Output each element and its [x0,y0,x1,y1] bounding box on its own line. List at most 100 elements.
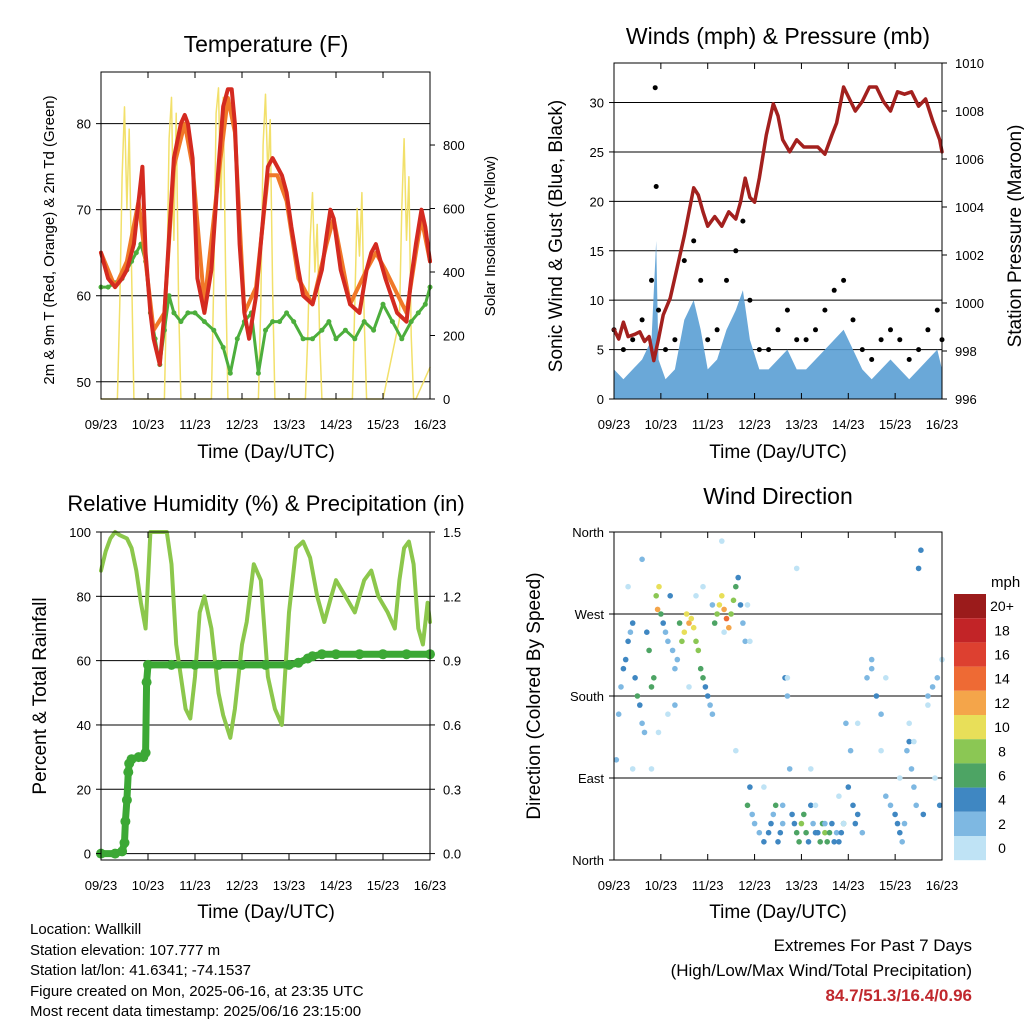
direction-point [714,611,720,617]
direction-point [868,665,875,672]
temperature-left-axis-label: 2m & 9m T (Red, Orange) & 2m Td (Green) [41,95,58,384]
legend-label: 10 [994,719,1010,735]
precip-point [123,767,134,778]
direction-point [777,829,784,836]
direction-point [700,675,706,681]
legend-swatch [954,763,986,788]
temperature-x-axis-label: Time (Day/UTC) [197,442,335,463]
direction-point [904,747,910,754]
y2-tick-label: 0.9 [443,654,461,669]
gust-point [775,327,781,333]
direction-point [868,656,875,663]
y-tick-label: North [572,853,604,868]
direction-point [789,811,795,818]
y-tick-label: 0 [597,392,604,407]
direction-point [784,675,791,681]
direction-point [761,839,767,845]
y2-tick-label: 0.0 [443,847,461,862]
direction-point [864,675,870,681]
gust-point [925,327,931,333]
direction-point [836,839,842,845]
x-tick-label: 15/23 [879,878,912,893]
x-tick-label: 13/23 [273,878,306,893]
x-tick-label: 16/23 [926,878,959,893]
x-tick-label: 09/23 [598,417,631,432]
winds-right-axis-label: Station Pressure (Maroon) [1005,125,1024,348]
direction-point [744,602,751,608]
direction-point [733,747,739,754]
direction-point [894,820,901,827]
direction-point [690,624,697,631]
direction-point [822,829,828,836]
direction-point [665,638,671,645]
direction-point [639,720,645,727]
pressure-series-line [612,85,944,363]
direction-point [897,775,903,781]
y-tick-label: 70 [77,203,91,218]
dewpoint-point [422,301,428,307]
direction-point [744,802,751,809]
dewpoint-point [284,310,290,316]
dewpoint-point [192,310,198,316]
precip-point [316,649,327,660]
direction-point [737,602,744,608]
gust-point [869,357,875,362]
direction-point [704,693,711,699]
gust-point [620,347,626,353]
x-tick-label: 12/23 [226,417,259,432]
winds-left-axis-label: Sonic Wind & Gust (Blue, Black) [546,100,567,372]
extremes-heading: Extremes For Past 7 Days [773,936,972,955]
direction-point [822,820,828,827]
y2-tick-label: 996 [955,392,977,407]
direction-point [918,547,924,553]
legend-label: 6 [998,768,1006,784]
extremes-subheading: (High/Low/Max Wind/Total Precipitation) [670,961,972,980]
x-tick-label: 13/23 [785,878,818,893]
y-tick-label: East [578,771,604,786]
direction-point [653,593,659,599]
direction-point [742,638,748,645]
dewpoint-point [171,310,177,316]
legend-swatch [954,739,986,764]
precip-point [401,649,412,660]
direction-point [672,665,678,672]
gust-point [672,337,678,343]
gust-point [733,248,739,254]
dewpoint-point [105,284,111,290]
station-elevation: Station elevation: 107.777 m [30,941,221,959]
gust-point [698,277,704,283]
precip-point [307,651,318,662]
temperature-title: Temperature (F) [184,31,349,57]
x-tick-label: 15/23 [367,878,400,893]
direction-point [850,802,856,809]
y2-tick-label: 998 [955,344,977,359]
direction-point [770,811,777,818]
direction-point [775,839,781,845]
dewpoint-point [220,344,226,350]
precip-point [190,659,200,670]
direction-point [686,620,692,626]
dewpoint-point [333,336,339,342]
direction-point [908,766,915,772]
gust-point [934,307,940,313]
x-tick-label: 13/23 [273,417,306,432]
legend-swatch [954,836,986,861]
gust-point [897,337,903,343]
direction-point [932,775,938,781]
direction-point [711,620,718,626]
x-tick-label: 16/23 [414,878,447,893]
dewpoint-point [201,319,207,325]
y-tick-label: 100 [69,525,91,540]
direction-point [669,647,676,654]
gust-point [714,327,720,333]
x-tick-label: 15/23 [367,417,400,432]
x-tick-label: 15/23 [879,417,912,432]
x-tick-label: 14/23 [320,417,353,432]
dewpoint-point [133,250,139,256]
gust-point [859,347,865,353]
direction-point [747,638,753,645]
direction-point [925,693,931,699]
x-tick-label: 14/23 [832,417,865,432]
direction-point [779,820,786,827]
x-tick-label: 11/23 [692,878,724,893]
